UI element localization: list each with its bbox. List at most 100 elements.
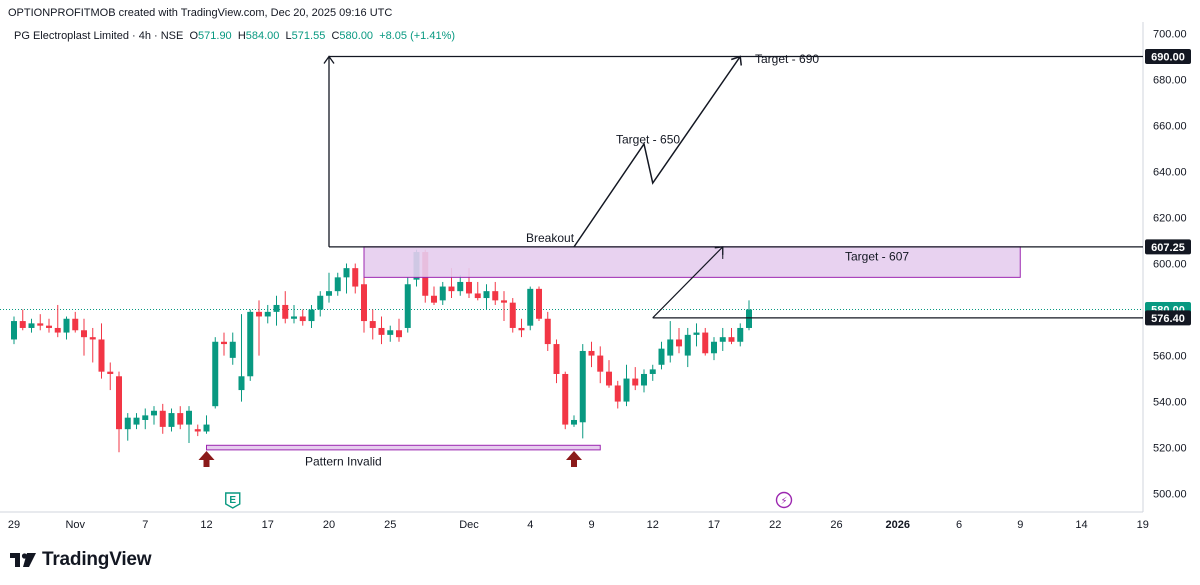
candle <box>89 327 96 363</box>
candle-body <box>28 323 35 328</box>
split-badge <box>775 491 793 509</box>
candle-body <box>571 419 577 425</box>
candle-body <box>203 424 210 432</box>
ohlc-close: 580.00 <box>339 30 374 42</box>
candle-body <box>133 417 140 425</box>
candle <box>536 286 542 322</box>
pattern-invalid-label: Pattern Invalid <box>305 454 382 468</box>
x-tick-label: 7 <box>142 519 148 531</box>
ohlc-low: 571.55 <box>291 30 326 42</box>
candle <box>63 316 70 340</box>
price-tag: 690.00 <box>1145 49 1191 65</box>
candle-body <box>404 284 411 328</box>
candle-body <box>63 318 70 333</box>
x-tick-label: 26 <box>830 519 842 531</box>
candle-body <box>116 376 122 430</box>
candle <box>326 272 332 303</box>
price-axis: 500.00520.00540.00560.00580.00600.00620.… <box>1153 29 1187 501</box>
candle-body <box>579 350 586 423</box>
candle-body <box>308 309 315 322</box>
candle-body <box>317 295 324 310</box>
ohlc-low-label: L <box>285 30 292 42</box>
candle-body <box>518 327 525 331</box>
candle-body <box>684 334 691 356</box>
candle-body <box>238 376 245 391</box>
candle <box>107 362 114 391</box>
brand-logo[interactable]: TradingView <box>10 549 152 571</box>
symbol-name[interactable]: PG Electroplast Limited · 4h · NSE <box>14 30 184 42</box>
candle <box>658 341 665 370</box>
candle-body <box>737 327 744 342</box>
candle <box>282 291 289 324</box>
x-tick-label: 17 <box>262 519 274 531</box>
candle-body <box>396 330 402 338</box>
time-axis: 29 Nov 7 12 17 20 25 Dec 4 9 12 17 22 26 2026 6 9 14 19 <box>8 519 1149 531</box>
candle <box>212 337 219 409</box>
candle-body <box>177 413 184 425</box>
candle <box>378 316 385 345</box>
candle <box>431 286 437 305</box>
x-tick-label: 20 <box>323 519 335 531</box>
candle-body <box>457 281 464 292</box>
candle-body <box>98 339 105 372</box>
x-tick-label: 6 <box>956 519 962 531</box>
candle <box>553 339 560 384</box>
candle-body <box>431 295 437 303</box>
candle <box>439 281 446 305</box>
split-flash-icon[interactable]: ⚡ <box>775 491 793 509</box>
candle-body <box>606 371 612 386</box>
candle <box>492 281 499 305</box>
y-tick-label: 520.00 <box>1153 443 1187 455</box>
candle-body <box>19 321 26 328</box>
candle-body <box>264 311 271 317</box>
candle <box>483 284 490 310</box>
candle-body <box>448 286 455 292</box>
candle-body <box>282 304 289 319</box>
ohlc-open: 571.90 <box>198 30 232 42</box>
candle-body <box>291 316 297 319</box>
candle-body <box>553 344 560 374</box>
candle-body <box>247 311 254 377</box>
candle-body <box>229 341 236 358</box>
candle-body <box>326 291 332 296</box>
candle-body <box>256 311 262 317</box>
candle-body <box>536 288 542 319</box>
candle <box>474 281 481 301</box>
projection-arrowhead <box>731 55 742 66</box>
candle <box>151 406 157 425</box>
candle <box>518 318 525 338</box>
candle-body <box>299 316 306 322</box>
candle <box>221 332 227 356</box>
y-tick-label: 680.00 <box>1153 75 1187 87</box>
earnings-icon[interactable]: E <box>225 492 241 509</box>
candle <box>247 309 254 381</box>
candle <box>352 263 359 294</box>
candle-body <box>492 291 499 301</box>
x-tick-label: 4 <box>527 519 533 531</box>
candle <box>562 371 569 430</box>
event-markers: E ⚡ <box>225 491 793 509</box>
candle <box>396 318 402 342</box>
pattern-up-arrow-icon <box>566 451 582 467</box>
ohlc-open-label: O <box>189 30 199 42</box>
candle <box>264 304 271 324</box>
candle-body <box>186 410 192 425</box>
candle-body <box>273 304 280 312</box>
candle <box>369 309 376 340</box>
candle <box>317 291 324 317</box>
candle-body <box>387 330 394 335</box>
candle <box>579 344 586 439</box>
candle-body <box>334 277 341 292</box>
candle <box>361 270 367 333</box>
candle <box>37 314 44 331</box>
candle-body <box>37 323 44 326</box>
target-607-arrow <box>652 246 724 319</box>
price-tag-label: 690.00 <box>1151 52 1185 64</box>
candle-body <box>483 291 490 299</box>
candle-body <box>597 355 604 372</box>
price-tag-bg <box>1145 310 1191 326</box>
target-607-label: Target - 607 <box>845 250 909 264</box>
earnings-glyph: E <box>229 495 236 506</box>
